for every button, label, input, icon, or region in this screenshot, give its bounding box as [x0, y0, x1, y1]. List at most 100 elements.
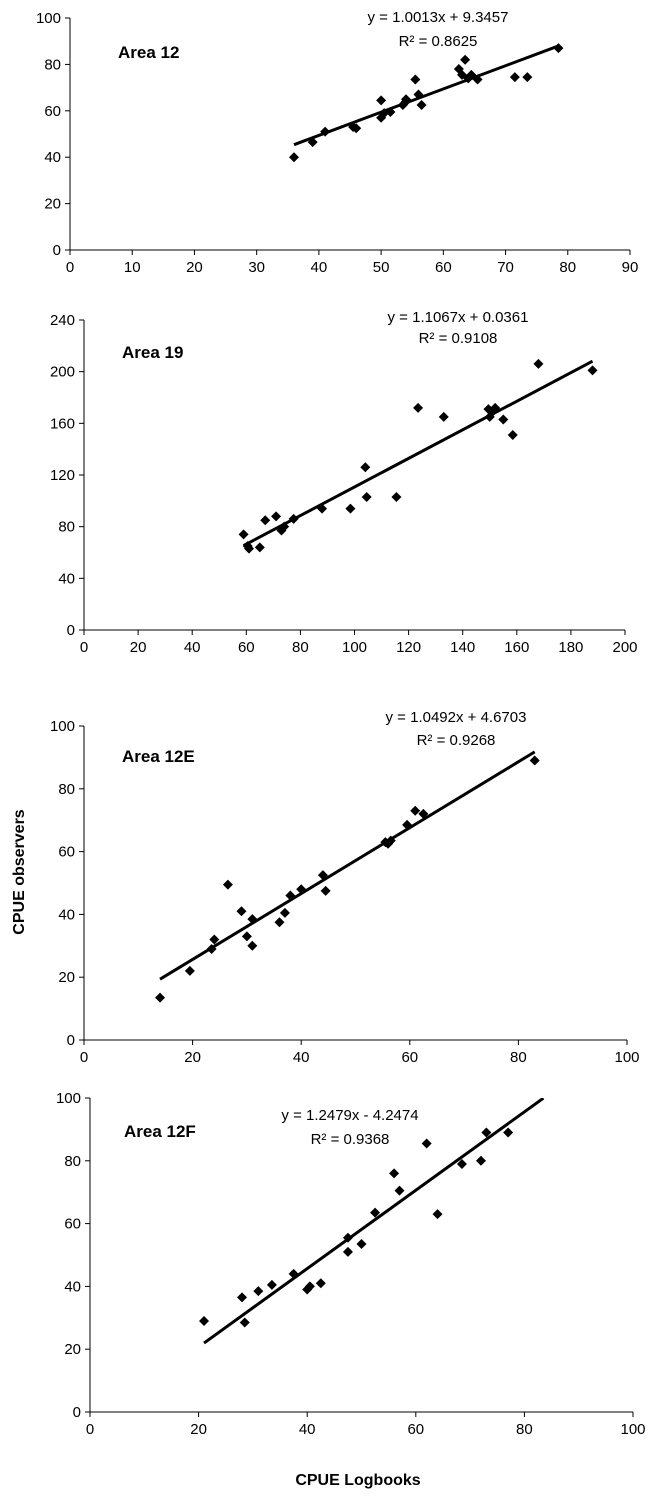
- x-tick-label: 0: [86, 1421, 94, 1438]
- data-point: [241, 931, 252, 942]
- data-point: [410, 74, 421, 85]
- data-point: [155, 992, 166, 1003]
- trendline: [293, 44, 559, 147]
- trendline: [159, 750, 536, 981]
- y-tick-label: 200: [50, 364, 75, 381]
- data-point: [342, 1246, 353, 1257]
- data-point: [222, 879, 233, 890]
- data-point: [475, 1155, 486, 1166]
- x-tick-label: 0: [66, 259, 74, 276]
- y-tick-label: 100: [56, 1090, 81, 1107]
- y-tick-label: 100: [50, 718, 75, 735]
- trendline: [203, 1098, 545, 1345]
- data-point: [304, 1281, 315, 1292]
- x-tick-label: 0: [80, 1049, 88, 1066]
- data-point: [376, 95, 387, 106]
- x-tick-label: 70: [497, 259, 514, 276]
- data-point: [503, 1127, 514, 1138]
- data-point: [320, 885, 331, 896]
- trend-equation: y = 1.0492x + 4.6703: [386, 709, 527, 726]
- data-point: [389, 1168, 400, 1179]
- data-point: [460, 54, 471, 65]
- y-tick-label: 60: [58, 844, 75, 861]
- y-tick-label: 80: [64, 1153, 81, 1170]
- data-point: [413, 89, 424, 100]
- y-tick-label: 240: [50, 312, 75, 329]
- data-point: [244, 543, 255, 554]
- data-point: [490, 402, 501, 413]
- data-point: [509, 72, 520, 83]
- data-point: [239, 1317, 250, 1328]
- x-tick-label: 20: [130, 639, 147, 656]
- r-squared-label: R² = 0.9108: [419, 330, 498, 347]
- y-tick-label: 0: [53, 242, 61, 259]
- x-tick-label: 30: [248, 259, 265, 276]
- data-point: [274, 917, 285, 928]
- data-point: [345, 503, 356, 514]
- data-point: [394, 1185, 405, 1196]
- data-point: [296, 884, 307, 895]
- y-tick-label: 80: [58, 781, 75, 798]
- r-squared-label: R² = 0.9368: [311, 1131, 390, 1148]
- r-squared-label: R² = 0.9268: [417, 732, 496, 749]
- trendline: [242, 359, 594, 547]
- x-tick-label: 40: [293, 1049, 310, 1066]
- y-tick-label: 0: [73, 1404, 81, 1421]
- panel-label: Area 12E: [122, 747, 195, 766]
- data-point: [553, 43, 564, 54]
- data-point: [279, 521, 290, 532]
- x-tick-label: 80: [516, 1421, 533, 1438]
- chart-panel-3: 0 20 40 60 80 100 0 20 40 60 80 100 Area 12E y = 1.04…: [50, 709, 640, 1066]
- data-point: [522, 72, 533, 83]
- data-point: [288, 1268, 299, 1279]
- data-point: [247, 914, 258, 925]
- x-tick-label: 90: [622, 259, 639, 276]
- data-point: [209, 934, 220, 945]
- r-squared-label: R² = 0.8625: [399, 33, 478, 50]
- x-tick-label: 140: [450, 639, 475, 656]
- data-point: [236, 906, 247, 917]
- data-point: [498, 414, 509, 425]
- data-point: [360, 462, 371, 473]
- data-point: [307, 137, 318, 148]
- data-point: [379, 108, 390, 119]
- x-tick-label: 100: [620, 1421, 645, 1438]
- data-point: [266, 1279, 277, 1290]
- data-point: [410, 805, 421, 816]
- data-point: [416, 100, 427, 110]
- x-tick-label: 80: [510, 1049, 527, 1066]
- data-point: [507, 429, 518, 440]
- y-tick-label: 40: [44, 149, 61, 166]
- x-tick-label: 160: [504, 639, 529, 656]
- x-tick-label: 40: [184, 639, 201, 656]
- y-tick-label: 20: [58, 969, 75, 986]
- data-point: [587, 365, 598, 376]
- x-tick-label: 120: [396, 639, 421, 656]
- panel-label: Area 12: [118, 43, 179, 62]
- chart-panel-2: 0 40 80 120 160 200 240 0 20 40 60 80 100 120 140 160 18…: [50, 309, 638, 656]
- data-point: [529, 755, 540, 766]
- data-point: [317, 870, 328, 881]
- y-tick-label: 100: [36, 10, 61, 27]
- data-point: [456, 1158, 467, 1169]
- data-point: [271, 511, 282, 522]
- data-point: [351, 123, 362, 134]
- data-point: [206, 943, 217, 954]
- x-tick-label: 0: [80, 639, 88, 656]
- x-tick-label: 60: [238, 639, 255, 656]
- x-tick-label: 10: [124, 259, 141, 276]
- trend-equation: y = 1.0013x + 9.3457: [368, 9, 509, 26]
- x-tick-label: 60: [401, 1049, 418, 1066]
- x-tick-label: 180: [558, 639, 583, 656]
- y-tick-label: 60: [64, 1216, 81, 1233]
- data-point: [260, 515, 271, 526]
- data-point: [317, 503, 328, 514]
- x-tick-label: 80: [559, 259, 576, 276]
- data-point: [401, 94, 411, 105]
- data-point: [289, 152, 299, 163]
- panel-label: Area 12F: [124, 1122, 196, 1141]
- data-point: [279, 907, 290, 918]
- data-point: [320, 126, 331, 137]
- y-tick-label: 40: [58, 570, 75, 587]
